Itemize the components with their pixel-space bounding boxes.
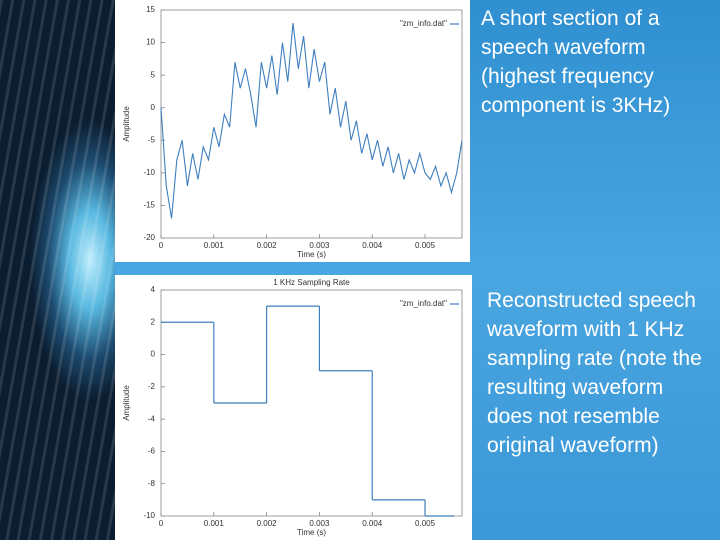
x-tick-label: 0: [159, 241, 164, 250]
x-tick-label: 0.003: [309, 519, 330, 528]
x-tick-label: 0.001: [204, 241, 225, 250]
y-tick-label: 0: [151, 350, 156, 359]
y-tick-label: 4: [151, 285, 156, 294]
series-line: [160, 22, 463, 219]
x-tick-label: 0.005: [415, 241, 436, 250]
y-tick-label: 2: [151, 317, 156, 326]
y-tick-label: -10: [143, 168, 155, 177]
legend-label: "zm_info.dat": [400, 19, 447, 28]
plot-frame: [160, 9, 463, 239]
y-tick-label: -15: [143, 201, 155, 210]
chart: -20 -15 -10 -5 0 5 10 15 0 0.001 0.002 0.003 0.004 0.…: [115, 0, 470, 262]
legend-label: "zm_info.dat": [400, 299, 447, 308]
caption: Reconstructed speech waveform with 1 KHz…: [487, 289, 702, 457]
x-tick-label: 0.001: [204, 519, 225, 528]
x-tick-label: 0.003: [309, 241, 330, 250]
decorative-pattern: [0, 0, 115, 540]
y-tick-label: 0: [151, 103, 156, 112]
y-tick-label: 15: [146, 5, 155, 14]
y-tick-label: -20: [143, 233, 155, 242]
y-tick-label: -5: [148, 135, 156, 144]
y-tick-label: -8: [148, 479, 156, 488]
x-tick-label: 0.005: [415, 519, 436, 528]
chart: 1 KHz Sampling Rate -10 -8 -6 -4 -2 0 2 4 0 0.001 0…: [115, 275, 472, 540]
plot-frame: [160, 289, 463, 517]
y-tick-label: -4: [148, 414, 156, 423]
decorative-image: [0, 0, 115, 540]
x-tick-label: 0.004: [362, 519, 383, 528]
x-tick-label: 0.002: [257, 241, 278, 250]
chart-title: 1 KHz Sampling Rate: [273, 278, 350, 287]
y-axis-label: Amplitude: [122, 106, 131, 142]
y-tick-label: -2: [148, 382, 156, 391]
y-axis-label: Amplitude: [122, 385, 131, 421]
y-tick-label: 5: [151, 70, 156, 79]
x-axis-label: Time (s): [297, 528, 326, 537]
x-tick-label: 0.002: [257, 519, 278, 528]
x-axis-label: Time (s): [297, 250, 326, 259]
y-tick-label: -10: [143, 511, 155, 520]
y-tick-label: 10: [146, 38, 155, 47]
x-tick-label: 0: [159, 519, 164, 528]
y-tick-label: -6: [148, 447, 156, 456]
x-tick-label: 0.004: [362, 241, 383, 250]
caption: A short section of a speech waveform (hi…: [481, 7, 671, 117]
